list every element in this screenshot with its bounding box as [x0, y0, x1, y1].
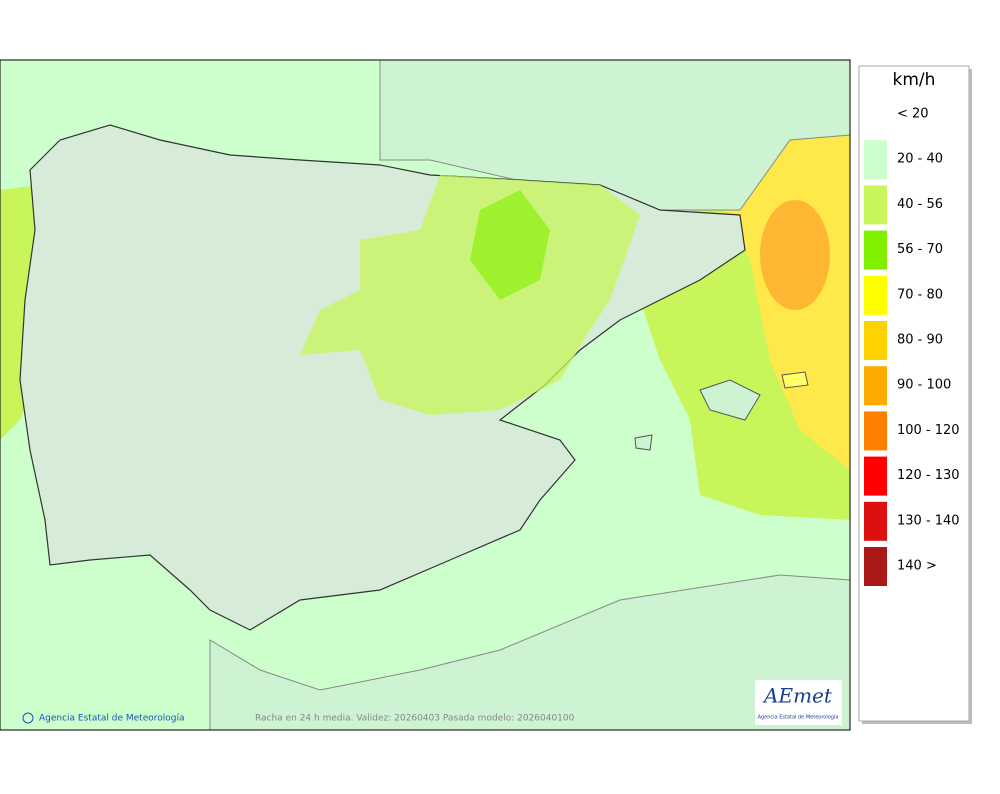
legend-swatch [864, 366, 887, 406]
map: Agencia Estatal de Meteorología Racha en… [0, 59, 851, 731]
legend-title: km/h [893, 70, 936, 90]
map-frame [0, 59, 851, 731]
island [699, 379, 761, 421]
legend-swatch [864, 411, 887, 451]
wind-zone [300, 175, 640, 415]
legend-label: 120 - 130 [897, 468, 960, 483]
legend-swatch [864, 275, 887, 315]
wind-zone [470, 190, 550, 300]
legend: km/h < 20 20 - 40 40 - 56 56 - 70 70 - 80 80 … [858, 65, 972, 724]
legend-swatch [864, 321, 887, 360]
legend-swatch [864, 185, 887, 225]
legend-label: 70 - 80 [897, 287, 943, 302]
logo [755, 680, 842, 725]
legend-swatch [864, 230, 887, 270]
legend-label: 80 - 90 [897, 333, 943, 348]
legend-label: < 20 [897, 107, 929, 122]
legend-swatch [864, 140, 887, 180]
copyright-icon [22, 712, 34, 724]
legend-label: 140 > [897, 559, 937, 574]
agency-credit: Agencia Estatal de Meteorología [39, 714, 185, 724]
legend-swatch [864, 501, 887, 541]
legend-label: 100 - 120 [897, 423, 960, 438]
logo-name: AEmet [762, 684, 833, 708]
legend-swatch [864, 547, 887, 586]
wind-zone [760, 200, 830, 310]
island [781, 371, 809, 389]
island [634, 434, 653, 451]
legend-swatch [864, 456, 887, 496]
legend-label: 20 - 40 [897, 152, 943, 167]
legend-label: 56 - 70 [897, 242, 943, 257]
logo-subtitle: Agencia Estatal de Meteorología [758, 714, 839, 721]
legend-label: 40 - 56 [897, 197, 943, 212]
caption: Racha en 24 h media. Validez: 20260403 P… [255, 714, 575, 724]
legend-label: 130 - 140 [897, 513, 960, 528]
legend-label: 90 - 100 [897, 378, 951, 393]
